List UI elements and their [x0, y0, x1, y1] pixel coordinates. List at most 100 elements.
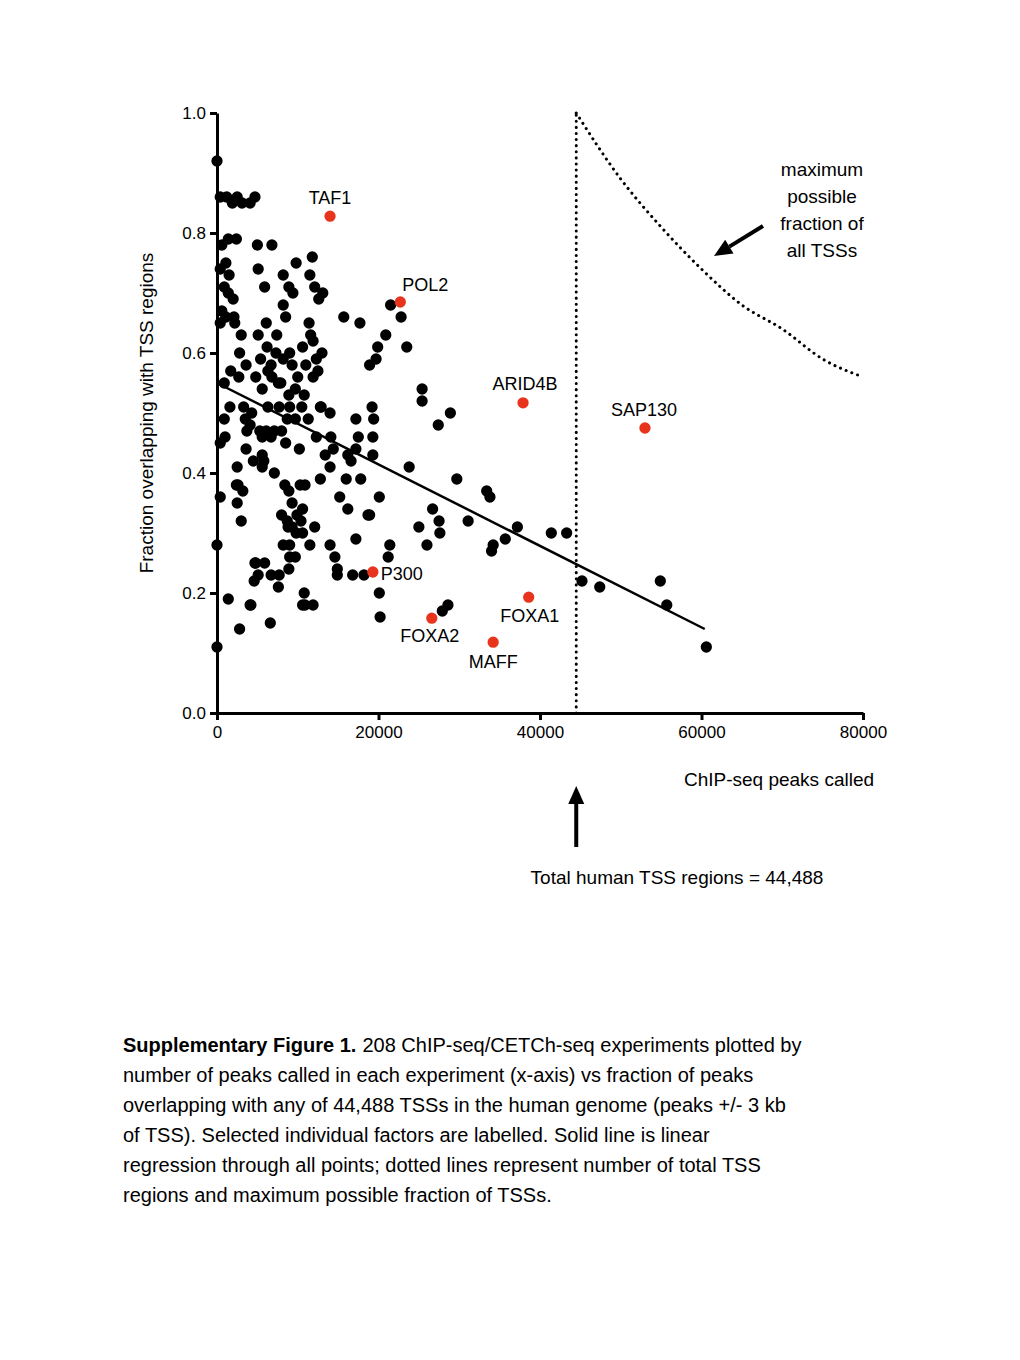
point: [211, 155, 222, 166]
dotted-line: [575, 113, 578, 713]
point: [345, 455, 356, 466]
point: [299, 479, 310, 490]
caption-line: Supplementary Figure 1.208 ChIP-seq/CETC…: [123, 1034, 802, 1056]
point: [307, 599, 318, 610]
point: [484, 491, 495, 502]
point: [249, 557, 260, 568]
point: [257, 461, 268, 472]
chart-container: 0200004000060000800000.00.20.40.60.81.0T…: [0, 0, 1020, 1360]
tick-mark: [539, 713, 542, 720]
point: [223, 593, 234, 604]
arrow-shaft: [729, 226, 763, 247]
point: [374, 491, 385, 502]
point: [303, 413, 314, 424]
tick-label: 0.2: [182, 584, 206, 603]
point: [234, 347, 245, 358]
point: [219, 377, 230, 388]
tick: 0.4: [182, 464, 217, 483]
point: [278, 269, 289, 280]
point: [255, 353, 266, 364]
point: [305, 329, 316, 340]
point: [350, 413, 361, 424]
point-label: MAFF: [469, 652, 518, 672]
point: [324, 211, 335, 222]
point: [366, 401, 377, 412]
arrow-shaft: [574, 804, 578, 847]
point: [274, 401, 285, 412]
point: [367, 431, 378, 442]
point: [265, 617, 276, 628]
point: [290, 257, 301, 268]
point: [304, 269, 315, 280]
point: [433, 515, 444, 526]
point: [370, 353, 381, 364]
point: [372, 341, 383, 352]
tick-label: 0.8: [182, 224, 206, 243]
caption-title: Supplementary Figure 1.: [123, 1034, 356, 1056]
point: [309, 521, 320, 532]
point: [252, 239, 263, 250]
point: [342, 503, 353, 514]
point: [280, 311, 291, 322]
point: [380, 329, 391, 340]
point: [427, 503, 438, 514]
point: [237, 485, 248, 496]
tick-label: 60000: [678, 723, 725, 742]
point: [284, 551, 295, 562]
point: [266, 239, 277, 250]
point: [223, 269, 234, 280]
tick-label: 0.4: [182, 464, 206, 483]
tick-label: 20000: [355, 723, 402, 742]
point: [250, 371, 261, 382]
annotation: fraction of: [780, 213, 864, 234]
point: [244, 599, 255, 610]
point: [451, 473, 462, 484]
point: [297, 527, 308, 538]
tick: 0.2: [182, 584, 217, 603]
point: [280, 437, 291, 448]
point: [355, 473, 366, 484]
tick-label: 80000: [840, 723, 887, 742]
point: [500, 533, 511, 544]
point: [442, 599, 453, 610]
point: [224, 401, 235, 412]
point: [374, 587, 385, 598]
point: [309, 281, 320, 292]
point: [283, 563, 294, 574]
point: [259, 281, 270, 292]
point-label: TAF1: [309, 188, 352, 208]
tick: 0: [213, 713, 222, 742]
point: [315, 473, 326, 484]
point: [523, 592, 534, 603]
point-group: [211, 155, 712, 652]
point: [364, 509, 375, 520]
point: [367, 449, 378, 460]
point: [300, 359, 311, 370]
point: [341, 473, 352, 484]
point: [517, 397, 528, 408]
tick: 0.8: [182, 224, 217, 243]
point: [292, 371, 303, 382]
tick-mark: [378, 713, 381, 720]
point: [384, 539, 395, 550]
annotation: maximum: [781, 159, 863, 180]
caption-line: of TSS). Selected individual factors are…: [123, 1124, 710, 1146]
point: [353, 431, 364, 442]
point: [421, 539, 432, 550]
point: [295, 515, 306, 526]
arrow-head: [714, 240, 734, 256]
point: [332, 569, 343, 580]
point: [245, 599, 256, 610]
arrow-head: [568, 786, 584, 804]
point: [311, 431, 322, 442]
point: [413, 521, 424, 532]
point-label: POL2: [402, 275, 448, 295]
tick-label: 0.0: [182, 704, 206, 723]
point: [286, 359, 297, 370]
point: [329, 551, 340, 562]
point: [324, 407, 335, 418]
point: [299, 587, 310, 598]
point: [546, 527, 557, 538]
point: [401, 341, 412, 352]
point: [350, 533, 361, 544]
